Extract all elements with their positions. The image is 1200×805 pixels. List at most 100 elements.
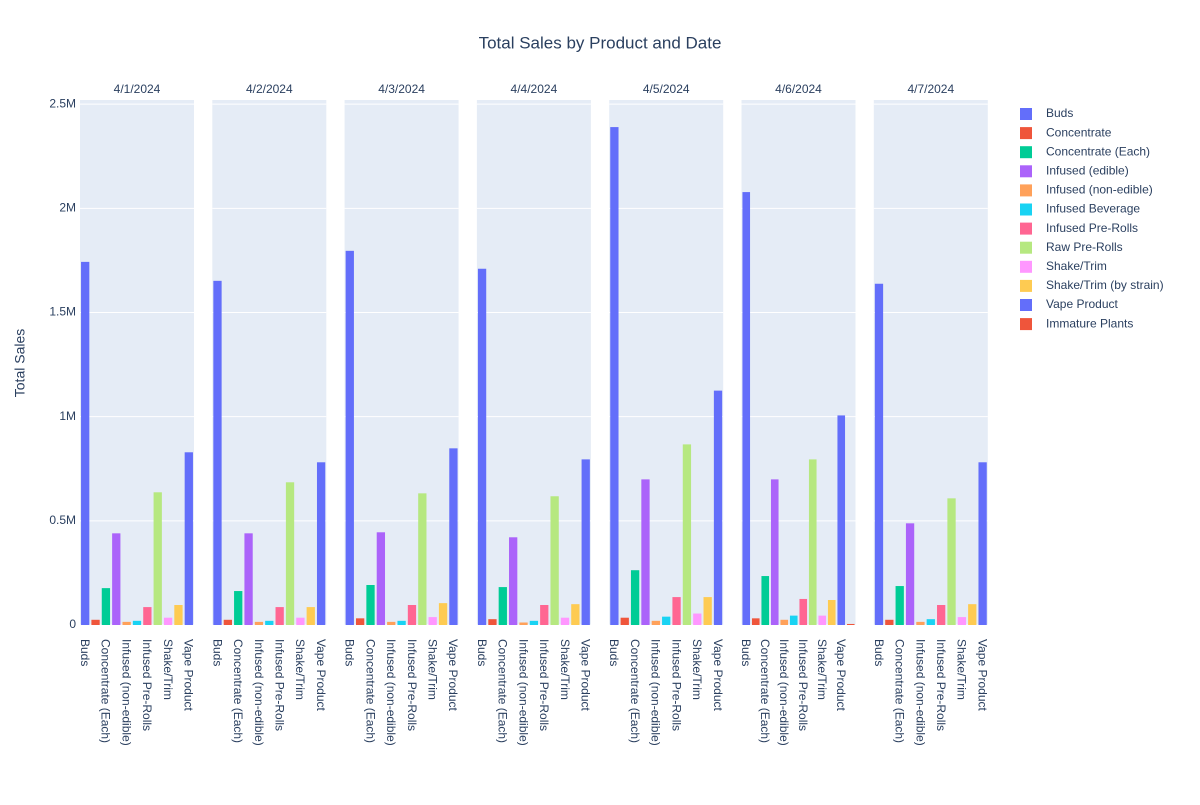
x-tick-label: Vape Product (834, 639, 848, 711)
plot-background (609, 100, 724, 625)
x-tick-label: Shake/Trim (815, 639, 829, 700)
bar (957, 617, 967, 625)
x-tick-label: Buds (210, 639, 224, 666)
bar (163, 617, 173, 625)
x-tick-label: Shake/Trim (690, 639, 704, 700)
bar (937, 605, 946, 625)
bar (122, 621, 131, 625)
x-tick-label: Concentrate (Each) (496, 639, 510, 743)
bar (905, 523, 915, 625)
bar (630, 570, 640, 625)
bar (316, 462, 326, 625)
x-tick-label: Infused Pre-Rolls (405, 639, 419, 731)
bar (174, 605, 183, 625)
bar (874, 283, 884, 625)
facet-label: 4/7/2024 (907, 82, 954, 96)
x-tick-label: Concentrate (Each) (893, 639, 907, 743)
bar (477, 268, 487, 625)
bar (620, 617, 629, 625)
bar (550, 496, 559, 625)
bar (387, 621, 396, 625)
y-axis-label: Total Sales (12, 329, 28, 397)
bar (818, 615, 827, 625)
bar (770, 479, 779, 625)
x-tick-label: Concentrate (Each) (363, 639, 377, 743)
facet-label: 4/4/2024 (511, 82, 558, 96)
x-tick-label: Concentrate (Each) (99, 639, 113, 743)
bar (244, 533, 253, 625)
bar (662, 616, 671, 625)
bar (265, 620, 274, 625)
bar (438, 603, 448, 625)
bar (356, 618, 365, 625)
bar (498, 587, 507, 625)
x-tick-label: Concentrate (Each) (231, 639, 245, 743)
legend-swatch (1020, 108, 1032, 120)
bar (968, 604, 977, 625)
legend-swatch (1020, 203, 1032, 216)
bar (837, 415, 846, 625)
bar (672, 597, 681, 625)
x-tick-label: Concentrate (Each) (758, 639, 772, 743)
bar (397, 620, 406, 625)
x-tick-label: Infused Pre-Rolls (934, 639, 948, 731)
x-tick-label: Buds (475, 639, 489, 666)
plot-background (212, 100, 327, 625)
bar (581, 459, 590, 625)
bar (275, 607, 284, 625)
bar (101, 588, 111, 625)
bar (978, 462, 987, 625)
plot-background (344, 100, 459, 625)
legend-swatch (1020, 260, 1032, 273)
x-tick-label: Vape Product (975, 639, 989, 711)
y-tick-label: 2.5M (49, 96, 76, 110)
legend-swatch (1020, 279, 1032, 292)
legend-label: Raw Pre-Rolls (1046, 240, 1123, 254)
x-tick-label: Vape Product (711, 639, 725, 711)
x-tick-label: Infused (non-edible) (913, 639, 927, 746)
x-tick-label: Vape Product (314, 639, 328, 711)
legend-label: Infused Pre-Rolls (1046, 221, 1138, 235)
legend-swatch (1020, 222, 1032, 235)
legend-swatch (1020, 318, 1032, 331)
bar (529, 620, 539, 625)
y-tick-label: 1.5M (49, 305, 76, 319)
bar (808, 459, 817, 625)
bar (418, 493, 427, 625)
y-tick-label: 0.5M (49, 513, 76, 527)
y-tick-label: 1M (59, 409, 76, 423)
bar (81, 261, 90, 625)
bar (296, 617, 305, 625)
facet-label: 4/6/2024 (775, 82, 822, 96)
bar (703, 597, 712, 625)
legend-swatch (1020, 146, 1032, 159)
x-tick-label: Infused Pre-Rolls (272, 639, 286, 731)
plot-background (80, 100, 194, 625)
legend-label: Shake/Trim (by strain) (1046, 278, 1164, 292)
legend-swatch (1020, 299, 1032, 311)
plot-background (873, 100, 988, 625)
bar (641, 479, 650, 625)
bar (366, 585, 375, 625)
bar (234, 591, 243, 625)
bar (713, 390, 723, 625)
bar (742, 192, 751, 626)
bar (916, 621, 925, 625)
bar (693, 613, 702, 625)
x-tick-label: Infused Pre-Rolls (796, 639, 810, 731)
legend-swatch (1020, 127, 1032, 140)
x-tick-label: Buds (607, 639, 621, 666)
bar (223, 619, 232, 625)
legend-label: Concentrate (1046, 125, 1112, 139)
y-tick-label: 0 (69, 617, 76, 631)
bar (428, 617, 437, 625)
bar (571, 604, 580, 625)
legend-label: Concentrate (Each) (1046, 144, 1150, 158)
legend-swatch (1020, 184, 1032, 197)
bar (827, 600, 836, 625)
bar (799, 598, 808, 625)
x-tick-label: Concentrate (Each) (628, 639, 642, 743)
bar (254, 621, 264, 625)
x-tick-label: Infused (non-edible) (516, 639, 530, 746)
bar (488, 619, 497, 625)
